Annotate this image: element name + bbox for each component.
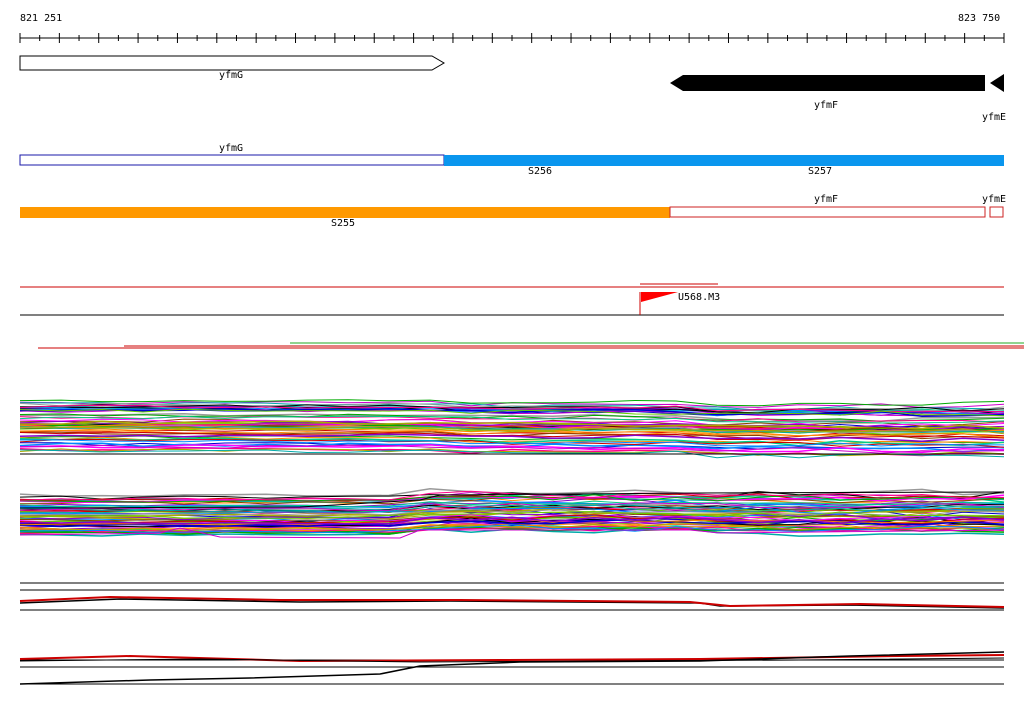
expression-line bbox=[20, 420, 1005, 430]
expression-line bbox=[19, 438, 1005, 448]
track-boundary bbox=[19, 491, 1005, 509]
expression-line bbox=[19, 504, 1004, 514]
bottom-track-2 bbox=[19, 651, 1005, 685]
expression-line bbox=[19, 526, 1005, 535]
expression-line bbox=[19, 490, 1005, 501]
expression-line bbox=[19, 444, 1005, 454]
segment-yfmG-label: yfmG bbox=[219, 143, 244, 154]
expression-line bbox=[19, 449, 1005, 459]
segment-S256[interactable] bbox=[444, 155, 686, 166]
ruler-start-label: 821 251 bbox=[20, 13, 63, 24]
ruler bbox=[19, 33, 1005, 43]
segment-yfmE-label: yfmE bbox=[982, 194, 1007, 205]
segment-yfmF-label: yfmF bbox=[814, 194, 839, 205]
segment-S256-label: S256 bbox=[528, 166, 553, 177]
expression-line bbox=[19, 514, 1005, 525]
gene-yfmG-arrow[interactable] bbox=[19, 55, 445, 71]
expression-line bbox=[19, 522, 1005, 532]
expression-track-group-1 bbox=[19, 399, 1005, 459]
expression-line bbox=[19, 439, 1004, 447]
expression-line bbox=[19, 404, 1005, 413]
expression-line bbox=[19, 514, 1005, 524]
expression-line bbox=[19, 444, 1005, 454]
bottom-track-1 bbox=[19, 582, 1005, 611]
expression-line bbox=[19, 399, 1005, 407]
expression-line bbox=[19, 491, 1005, 500]
segment-S257[interactable] bbox=[686, 155, 1004, 166]
expression-line bbox=[19, 415, 1005, 424]
ruler-ticks bbox=[19, 33, 1005, 43]
segment-S255[interactable] bbox=[20, 207, 670, 218]
expression-line bbox=[19, 494, 1005, 503]
expression-line bbox=[19, 494, 1005, 504]
track-boundary bbox=[19, 527, 1005, 539]
expression-line bbox=[19, 518, 1005, 528]
expression-line bbox=[19, 502, 1005, 512]
feature-label[interactable]: U568.M3 bbox=[678, 292, 721, 303]
gene-yfmF-arrow[interactable] bbox=[670, 75, 985, 91]
expression-line bbox=[19, 426, 1005, 435]
expression-line bbox=[19, 524, 1005, 534]
segment-S255-label: S255 bbox=[331, 218, 356, 229]
expression-line bbox=[19, 407, 1005, 417]
expression-line bbox=[19, 408, 1005, 417]
gene-yfmG-label: yfmG bbox=[219, 70, 244, 81]
expression-line bbox=[19, 402, 1005, 413]
expression-track-group-2 bbox=[19, 488, 1005, 539]
expression-line bbox=[19, 506, 1005, 515]
expression-line bbox=[19, 510, 1005, 519]
feature-flag-icon[interactable] bbox=[641, 292, 678, 302]
gene-yfmE-arrow[interactable] bbox=[990, 74, 1004, 92]
expression-line bbox=[19, 404, 1005, 414]
segment-yfmF-outline[interactable] bbox=[669, 206, 986, 218]
segment-yfmG-outline[interactable] bbox=[19, 154, 445, 166]
expression-line bbox=[19, 433, 1005, 443]
expression-line bbox=[19, 448, 1005, 457]
feature-track bbox=[20, 283, 1004, 316]
gene-yfmF-label: yfmF bbox=[814, 100, 839, 111]
gene-yfmE-label: yfmE bbox=[982, 112, 1007, 123]
ruler-end-label: 823 750 bbox=[958, 13, 1001, 24]
expression-line bbox=[19, 516, 1005, 525]
segment-S257-label: S257 bbox=[808, 166, 833, 177]
coverage-lines bbox=[38, 342, 1024, 349]
expression-line bbox=[19, 427, 1005, 438]
segment-yfmE-outline[interactable] bbox=[989, 206, 1004, 218]
